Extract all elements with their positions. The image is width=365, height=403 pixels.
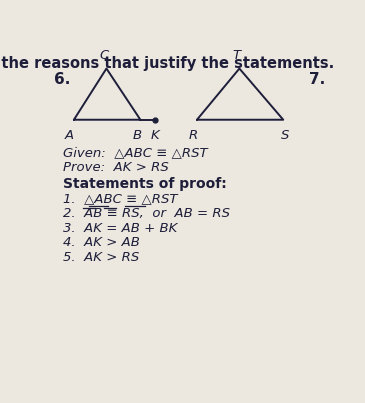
Text: T: T <box>233 49 241 62</box>
Text: Prove:  AK > RS: Prove: AK > RS <box>63 161 168 174</box>
Text: B: B <box>133 129 142 142</box>
Text: S: S <box>280 129 289 142</box>
Text: Write the reasons that justify the statements.: Write the reasons that justify the state… <box>0 56 334 71</box>
Text: A: A <box>65 129 74 142</box>
Text: 7.: 7. <box>310 72 326 87</box>
Text: 3.  AK = AB + BK: 3. AK = AB + BK <box>63 222 177 235</box>
Text: 4.  AK > AB: 4. AK > AB <box>63 237 139 249</box>
Text: 2.  AB ≡ RS,  or  AB = RS: 2. AB ≡ RS, or AB = RS <box>63 207 230 220</box>
Text: C: C <box>100 49 109 62</box>
Text: Given:  △ABC ≡ △RST: Given: △ABC ≡ △RST <box>63 146 207 159</box>
Text: 6.: 6. <box>54 72 70 87</box>
Text: K: K <box>150 129 159 142</box>
Text: 5.  AK > RS: 5. AK > RS <box>63 251 139 264</box>
Text: R: R <box>189 129 198 142</box>
Text: Statements of proof:: Statements of proof: <box>63 177 226 191</box>
Text: 1.  △ABC ≡ △RST: 1. △ABC ≡ △RST <box>63 193 177 206</box>
